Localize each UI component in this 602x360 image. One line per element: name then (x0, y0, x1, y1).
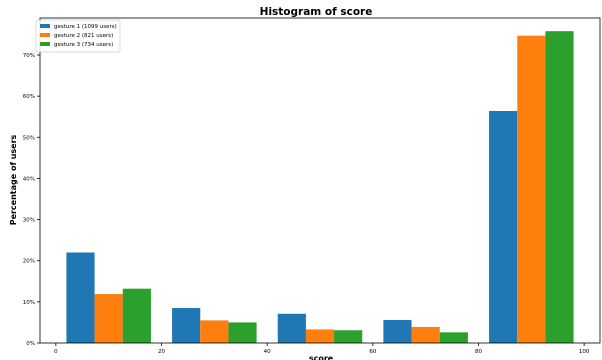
x-tick-label: 100 (579, 349, 590, 355)
legend-box (35, 19, 121, 53)
y-axis-label: Percentage of users (9, 134, 18, 225)
legend-label-2: gesture 2 (821 users) (54, 33, 113, 39)
chart-title: Histogram of score (260, 6, 373, 18)
x-axis-ticks: 0 20 40 60 80 100 (54, 343, 590, 355)
bar-1-bin-5 (489, 110, 518, 343)
bar-3-bin-1 (122, 288, 151, 343)
y-tick-label: 30% (23, 218, 35, 224)
x-tick-label: 0 (54, 349, 58, 355)
bar-3-bin-2 (228, 322, 257, 343)
bar-2-bin-5 (517, 35, 546, 343)
x-tick-label: 80 (475, 349, 482, 355)
x-tick-label: 40 (264, 349, 271, 355)
bar-2-bin-2 (200, 320, 229, 343)
y-tick-label: 50% (23, 135, 35, 141)
y-tick-label: 10% (23, 300, 35, 306)
bars-group (66, 31, 574, 344)
y-tick-label: 20% (23, 259, 35, 265)
x-axis-label: score (309, 354, 334, 360)
bar-1-bin-2 (172, 308, 201, 343)
bar-3-bin-3 (334, 330, 363, 343)
legend-swatch-3 (40, 42, 50, 46)
bar-2-bin-3 (305, 329, 335, 343)
legend: gesture 1 (1099 users) gesture 2 (821 use… (35, 19, 121, 53)
bar-1-bin-4 (383, 319, 412, 343)
legend-swatch-1 (40, 24, 50, 28)
y-axis-ticks: 0% 10% 20% 30% 40% 50% 60% 70% (23, 53, 40, 347)
legend-swatch-2 (40, 33, 50, 37)
bar-3-bin-4 (439, 332, 468, 343)
legend-label-1: gesture 1 (1099 users) (54, 24, 117, 30)
bar-2-bin-1 (94, 294, 123, 343)
y-tick-label: 70% (23, 53, 35, 59)
legend-label-3: gesture 3 (734 users) (54, 42, 113, 48)
bar-2-bin-4 (411, 326, 440, 343)
bar-1-bin-3 (277, 313, 306, 343)
bar-3-bin-5 (545, 31, 574, 344)
y-tick-label: 60% (23, 94, 35, 100)
x-tick-label: 60 (369, 349, 376, 355)
bar-1-bin-1 (66, 252, 95, 343)
y-tick-label: 0% (26, 341, 35, 347)
plot-frame (39, 17, 601, 344)
x-tick-label: 20 (158, 349, 165, 355)
y-tick-label: 40% (23, 176, 35, 182)
